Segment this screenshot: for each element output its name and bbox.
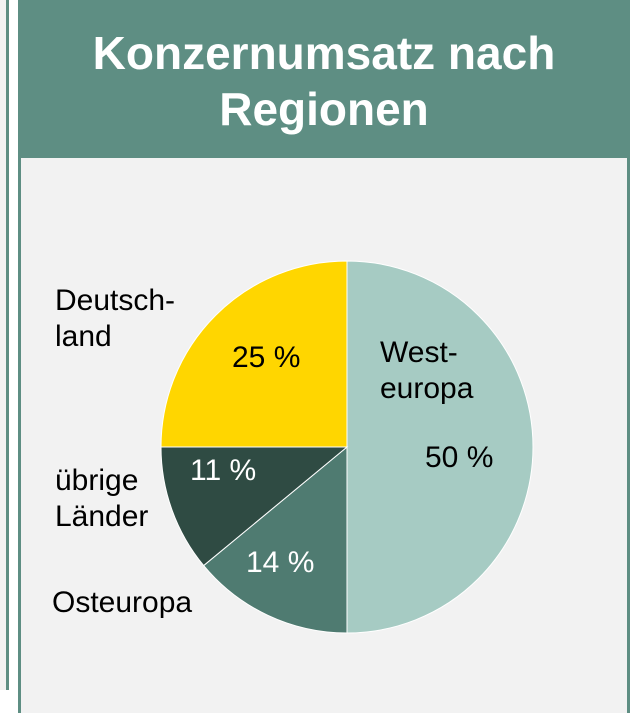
value-label: 50 % [425, 441, 494, 474]
adjacent-panel [0, 0, 9, 690]
value-label: 25 % [232, 341, 301, 374]
category-label: Deutsch- land [55, 284, 176, 353]
category-label: Osteuropa [52, 586, 193, 619]
pie-slice [160, 446, 349, 567]
chart-title: Konzernumsatz nach Regionen [92, 26, 556, 135]
category-label: West- europa [380, 336, 474, 405]
pie-slice [160, 260, 348, 448]
value-label: 14 % [246, 546, 315, 579]
panel-header: Konzernumsatz nach Regionen [21, 3, 627, 158]
pie-slice [202, 445, 348, 634]
pie-slice [346, 260, 534, 634]
category-label: übrige Länder [55, 464, 149, 533]
value-label: 11 % [190, 454, 257, 487]
